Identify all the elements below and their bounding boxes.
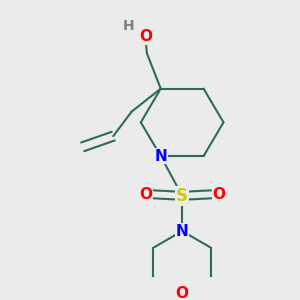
Text: O: O xyxy=(212,187,225,202)
Text: S: S xyxy=(176,187,188,205)
Text: O: O xyxy=(176,286,189,300)
Text: N: N xyxy=(176,224,188,238)
Text: O: O xyxy=(139,187,152,202)
Text: H: H xyxy=(123,19,134,33)
Text: N: N xyxy=(176,224,188,238)
Text: N: N xyxy=(154,148,167,164)
Text: O: O xyxy=(139,29,152,44)
